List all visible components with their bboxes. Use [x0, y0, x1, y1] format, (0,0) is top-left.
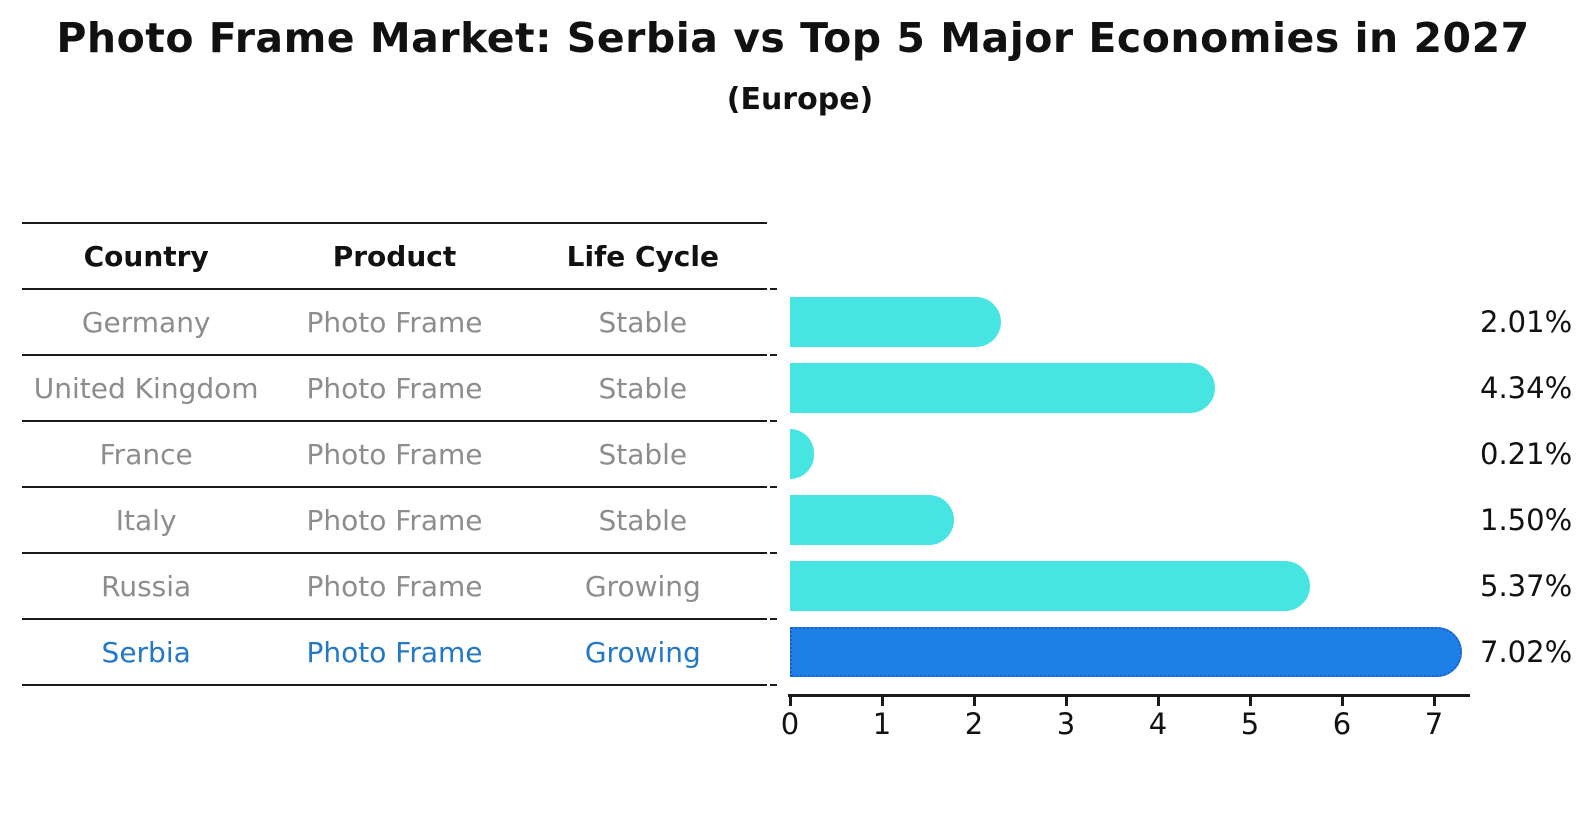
cell-product: Photo Frame [306, 569, 483, 603]
y-axis-tick [770, 288, 777, 290]
chart-subtitle: (Europe) [726, 82, 874, 117]
x-axis-tick [789, 697, 792, 706]
table-row: Russia Photo Frame Growing [22, 554, 767, 620]
y-axis-tick [770, 552, 777, 554]
cell-life-cycle: Stable [598, 503, 688, 537]
x-axis-tick [973, 697, 976, 706]
x-axis-tick-label: 6 [1332, 707, 1352, 741]
table-row: Italy Photo Frame Stable [22, 488, 767, 554]
y-axis-tick [770, 354, 777, 356]
x-axis-tick-label: 1 [872, 707, 892, 741]
table-row-highlighted-serbia: Serbia Photo Frame Growing [22, 620, 767, 686]
cell-product: Photo Frame [306, 305, 483, 339]
value-label-united-kingdom: 4.34% [1480, 371, 1573, 405]
country-table: Country Product Life Cycle Germany Photo… [22, 222, 767, 686]
value-label-serbia: 7.02% [1480, 635, 1573, 669]
x-axis-tick [1433, 697, 1436, 706]
cell-product: Photo Frame [306, 437, 483, 471]
cell-product: Photo Frame [306, 503, 483, 537]
x-axis-tick [1157, 697, 1160, 706]
cell-country: Russia [101, 569, 192, 603]
x-axis-tick-label: 5 [1240, 707, 1260, 741]
y-axis-tick [770, 420, 777, 422]
x-axis-tick-label: 3 [1056, 707, 1076, 741]
table-header-row: Country Product Life Cycle [22, 224, 767, 290]
bar-united-kingdom [790, 363, 1215, 413]
cell-country: France [99, 437, 193, 471]
bar-russia [790, 561, 1310, 611]
cell-life-cycle: Stable [598, 371, 688, 405]
cell-life-cycle: Stable [598, 305, 688, 339]
cell-country: Germany [81, 305, 211, 339]
bar-italy [790, 495, 954, 545]
x-axis-line [788, 694, 1470, 697]
chart-title: Photo Frame Market: Serbia vs Top 5 Majo… [56, 14, 1530, 62]
x-axis-tick-label: 4 [1148, 707, 1168, 741]
x-axis-tick [881, 697, 884, 706]
cell-product: Photo Frame [306, 371, 483, 405]
column-header-life-cycle: Life Cycle [566, 239, 719, 273]
bar-serbia-highlighted [790, 627, 1462, 677]
x-axis-tick [1249, 697, 1252, 706]
cell-country: Serbia [101, 635, 191, 669]
cell-life-cycle: Growing [584, 569, 701, 603]
column-header-product: Product [332, 239, 457, 273]
bar-france [790, 429, 814, 479]
bar-germany [790, 297, 1001, 347]
value-label-france: 0.21% [1480, 437, 1573, 471]
y-axis-tick [770, 486, 777, 488]
value-label-italy: 1.50% [1480, 503, 1573, 537]
x-axis-tick-label: 0 [780, 707, 800, 741]
cell-country: Italy [115, 503, 177, 537]
cell-life-cycle: Stable [598, 437, 688, 471]
table-row: United Kingdom Photo Frame Stable [22, 356, 767, 422]
x-axis-tick [1065, 697, 1068, 706]
x-axis-tick-label: 7 [1424, 707, 1444, 741]
x-axis-tick [1341, 697, 1344, 706]
table-row: Germany Photo Frame Stable [22, 290, 767, 356]
value-label-russia: 5.37% [1480, 569, 1573, 603]
column-header-country: Country [83, 239, 209, 273]
cell-country: United Kingdom [33, 371, 259, 405]
y-axis-tick [770, 618, 777, 620]
y-axis-tick [770, 684, 777, 686]
x-axis-tick-label: 2 [964, 707, 984, 741]
cell-product: Photo Frame [306, 635, 483, 669]
value-label-germany: 2.01% [1480, 305, 1573, 339]
table-row: France Photo Frame Stable [22, 422, 767, 488]
cell-life-cycle: Growing [584, 635, 701, 669]
